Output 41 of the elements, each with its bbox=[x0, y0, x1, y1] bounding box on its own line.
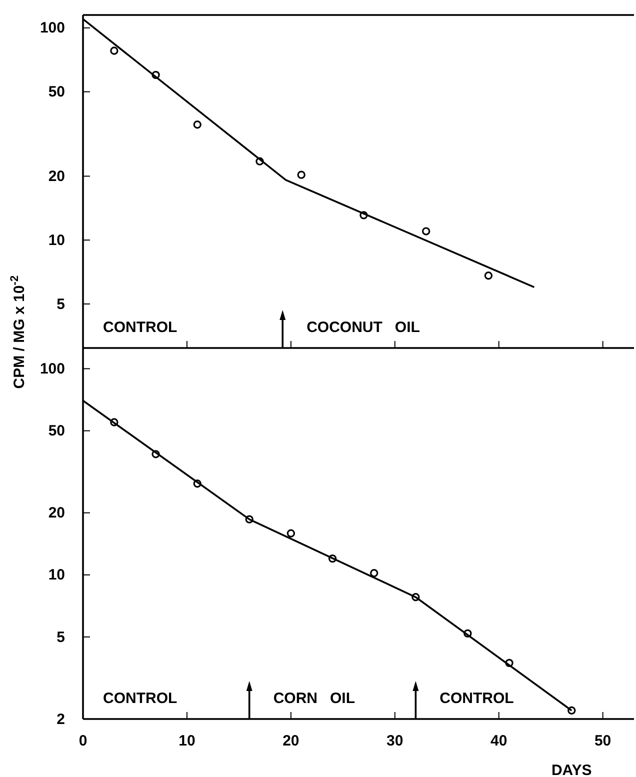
point bbox=[193, 120, 202, 129]
point bbox=[505, 658, 514, 668]
point bbox=[328, 554, 337, 563]
x-tick-label: 10 bbox=[178, 732, 196, 750]
y-tick-label: 100 bbox=[40, 20, 65, 37]
point bbox=[422, 227, 430, 236]
y-tick-label: 10 bbox=[48, 232, 65, 249]
point bbox=[286, 529, 296, 538]
annotation: COCONUT OIL bbox=[306, 319, 420, 336]
annotation: CONTROL bbox=[440, 690, 514, 707]
point bbox=[360, 211, 368, 220]
x-tick-label: 50 bbox=[594, 732, 612, 750]
y-tick-label: 2 bbox=[56, 710, 65, 728]
annotation: CORN OIL bbox=[273, 690, 356, 707]
y-tick-label: 5 bbox=[56, 296, 65, 313]
x-axis-title: DAYS bbox=[551, 762, 592, 777]
point bbox=[464, 629, 472, 638]
point bbox=[370, 569, 378, 578]
x-tick-label: 0 bbox=[78, 732, 88, 750]
y-tick-label: 20 bbox=[48, 504, 65, 522]
y-tick-label: 50 bbox=[48, 84, 65, 101]
point bbox=[245, 515, 254, 524]
point bbox=[297, 170, 306, 179]
x-tick-label: 40 bbox=[490, 732, 508, 750]
point bbox=[484, 272, 493, 280]
y-tick-label: 50 bbox=[48, 422, 65, 440]
point bbox=[412, 593, 420, 602]
y-tick-label: 20 bbox=[48, 168, 65, 185]
point bbox=[193, 480, 202, 488]
point bbox=[152, 70, 160, 80]
point bbox=[110, 418, 118, 426]
x-tick-label: 30 bbox=[386, 732, 404, 750]
annotation: CONTROL bbox=[103, 690, 178, 707]
y-tick-label: 5 bbox=[56, 628, 65, 646]
annotation: CONTROL bbox=[103, 319, 178, 336]
y-tick-label: 100 bbox=[40, 360, 65, 378]
y-tick-label: 10 bbox=[48, 566, 65, 584]
x-tick-label: 20 bbox=[282, 732, 300, 750]
point bbox=[256, 157, 264, 166]
point bbox=[152, 450, 160, 458]
point bbox=[110, 46, 118, 55]
